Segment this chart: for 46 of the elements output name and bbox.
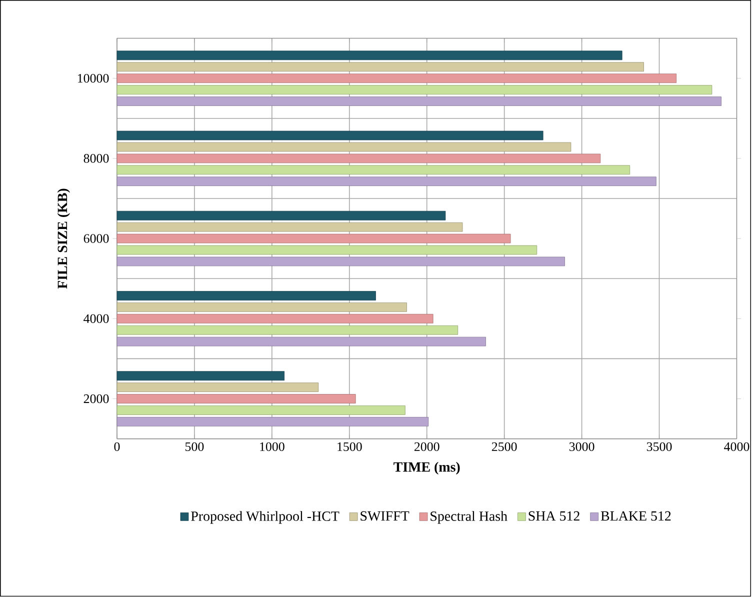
bar [116, 302, 407, 312]
x-tick-label: 2000 [414, 442, 440, 452]
bar [116, 256, 565, 266]
bar [116, 176, 656, 186]
y-tick-label: 6000 [84, 234, 109, 244]
bar [116, 154, 601, 164]
x-tick-label: 1000 [260, 442, 284, 452]
bar [116, 131, 544, 140]
bar [116, 326, 458, 335]
y-tick-label: 8000 [84, 154, 109, 163]
bar [116, 406, 406, 416]
bar [116, 85, 712, 95]
x-tick-label: 1500 [338, 442, 362, 452]
bar [116, 417, 429, 427]
bar [116, 337, 486, 346]
legend-label: BLAKE 512 [600, 511, 671, 521]
bar [116, 371, 285, 381]
y-axis-title: FILE SIZE (KB) [57, 188, 70, 289]
bar [116, 74, 676, 84]
bar [116, 314, 434, 324]
bar [116, 222, 463, 232]
bar [116, 245, 538, 255]
x-tick-label: 4000 [724, 442, 750, 452]
x-axis-title: TIME (ms) [394, 462, 460, 475]
bar [116, 211, 446, 220]
bar [116, 50, 622, 60]
x-tick-label: 500 [185, 442, 204, 452]
y-tick-label: 2000 [84, 394, 109, 404]
bar [116, 142, 572, 152]
y-tick-label: 4000 [84, 314, 109, 324]
x-tick-label: 0 [114, 442, 120, 452]
x-tick-label: 2500 [492, 442, 517, 452]
bar [116, 234, 511, 244]
legend-label: Spectral Hash [430, 511, 508, 524]
bar [116, 291, 376, 301]
bar [116, 62, 644, 72]
legend-label: Proposed Whirlpool -HCT [191, 511, 340, 524]
x-tick-label: 3500 [646, 442, 672, 452]
bar [116, 96, 722, 106]
bar [116, 394, 356, 404]
bar [116, 382, 319, 392]
legend-label: SHA 512 [528, 511, 580, 521]
bar [116, 165, 630, 175]
x-tick-label: 3000 [569, 442, 594, 452]
y-tick-label: 10000 [78, 74, 109, 83]
legend-label: SWIFFT [360, 511, 410, 521]
